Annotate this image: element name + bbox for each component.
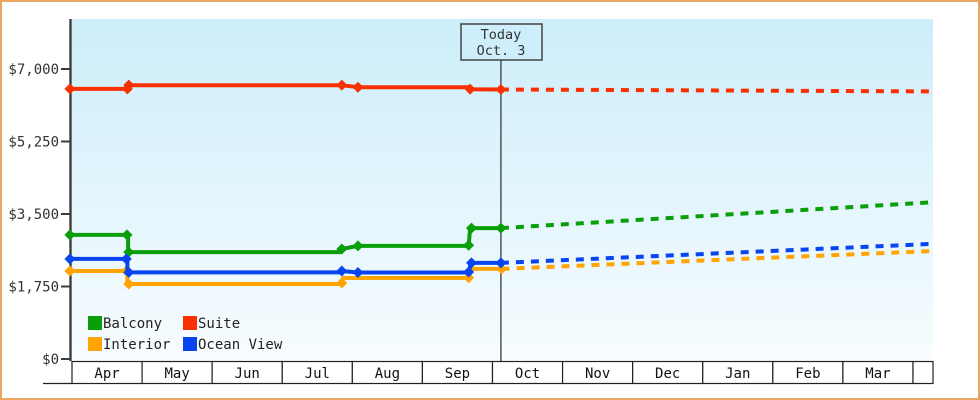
legend-swatch-interior	[88, 337, 102, 351]
data-point-marker	[352, 240, 364, 252]
data-point-marker	[463, 239, 475, 251]
series-forecast-ocean-view	[500, 242, 930, 265]
data-point-marker	[464, 83, 476, 95]
data-point-marker	[336, 265, 348, 277]
data-point-marker	[465, 257, 477, 269]
legend-swatch-balcony	[88, 316, 102, 330]
legend-swatch-suite	[183, 316, 197, 330]
data-point-marker	[495, 84, 507, 96]
month-label-apr: Apr	[94, 366, 119, 382]
legend-label-interior: Interior	[103, 337, 170, 353]
legend-label-suite: Suite	[198, 316, 240, 332]
series-forecast-balcony	[500, 200, 930, 231]
data-point-marker	[465, 222, 477, 234]
today-box	[460, 23, 543, 61]
y-tick-label: $0	[42, 352, 59, 368]
data-point-marker	[495, 257, 507, 269]
series-forecast-suite	[500, 87, 930, 94]
data-point-marker	[121, 229, 133, 241]
data-point-marker	[495, 222, 507, 234]
y-axis-line	[69, 19, 72, 361]
month-label-mar: Mar	[865, 366, 890, 382]
y-tick-label: $3,500	[8, 207, 59, 223]
data-point-marker	[64, 265, 76, 277]
y-tick-label: $5,250	[8, 135, 59, 151]
data-point-marker	[123, 79, 135, 91]
legend-swatch-ocean-view	[183, 337, 197, 351]
plot-area	[72, 19, 933, 359]
legend-label-ocean-view: Ocean View	[198, 337, 283, 353]
data-point-marker	[64, 229, 76, 241]
data-point-marker	[463, 272, 475, 284]
data-point-marker	[336, 277, 348, 289]
month-label-may: May	[164, 366, 189, 382]
data-point-marker	[352, 266, 364, 278]
today-date-label: Oct. 3	[477, 43, 526, 59]
month-label-jun: Jun	[235, 366, 260, 382]
data-point-marker	[336, 243, 348, 255]
month-label-oct: Oct	[515, 366, 540, 382]
month-label-aug: Aug	[375, 366, 400, 382]
data-point-marker	[123, 266, 135, 278]
month-cell-partial	[912, 360, 934, 385]
month-label-dec: Dec	[655, 366, 680, 382]
month-label-nov: Nov	[585, 366, 610, 382]
legend-label-balcony: Balcony	[103, 316, 162, 332]
data-point-marker	[64, 253, 76, 265]
month-label-sep: Sep	[445, 366, 470, 382]
y-tick-label: $1,750	[8, 280, 59, 296]
month-label-feb: Feb	[795, 366, 820, 382]
data-point-marker	[123, 278, 135, 290]
series-forecast-interior	[501, 249, 930, 271]
data-point-marker	[64, 83, 76, 95]
month-label-jul: Jul	[305, 366, 330, 382]
data-point-marker	[336, 79, 348, 91]
y-tick-label: $7,000	[8, 62, 59, 78]
month-label-jan: Jan	[725, 366, 750, 382]
today-label: Today	[481, 27, 522, 43]
data-point-marker	[120, 253, 132, 265]
data-point-marker	[463, 266, 475, 278]
data-point-marker	[352, 81, 364, 93]
